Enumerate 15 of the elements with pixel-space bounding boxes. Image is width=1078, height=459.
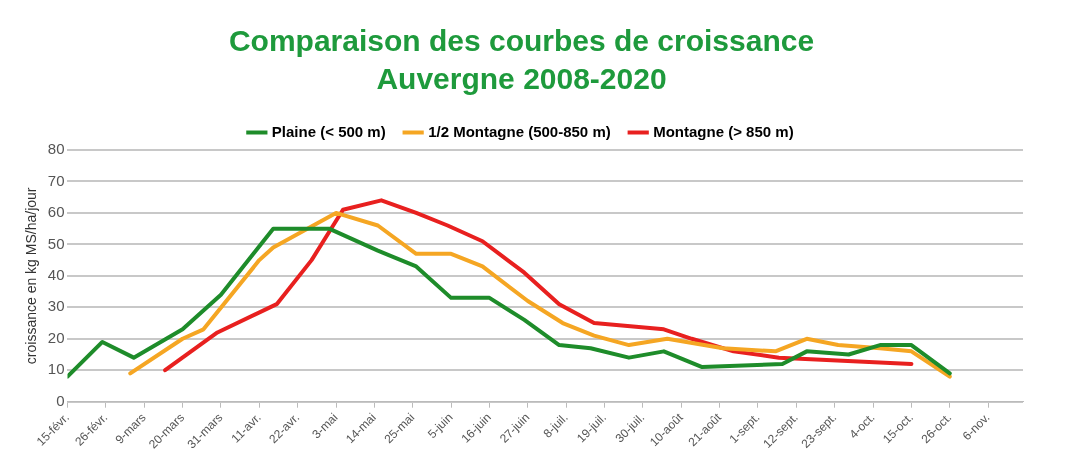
chart-subtitle: Auvergne 2008-2020 bbox=[376, 61, 667, 95]
y-tick-label: 80 bbox=[47, 140, 65, 158]
y-tick-label: 0 bbox=[56, 391, 65, 409]
y-tick-label: 50 bbox=[47, 234, 65, 252]
y-tick-label: 10 bbox=[47, 360, 65, 378]
legend-label: Plaine (< 500 m) bbox=[271, 122, 386, 140]
y-tick-label: 70 bbox=[47, 171, 65, 189]
legend-label: 1/2 Montagne (500-850 m) bbox=[428, 122, 611, 140]
chart-title: Comparaison des courbes de croissance bbox=[228, 24, 815, 58]
y-tick-label: 30 bbox=[47, 297, 65, 315]
legend-label: Montagne (> 850 m) bbox=[653, 122, 794, 140]
y-tick-label: 40 bbox=[47, 265, 65, 283]
y-axis-title: croissance en kg MS/ha/jour bbox=[23, 187, 40, 365]
y-tick-label: 20 bbox=[47, 328, 65, 346]
y-tick-label: 60 bbox=[47, 203, 65, 221]
